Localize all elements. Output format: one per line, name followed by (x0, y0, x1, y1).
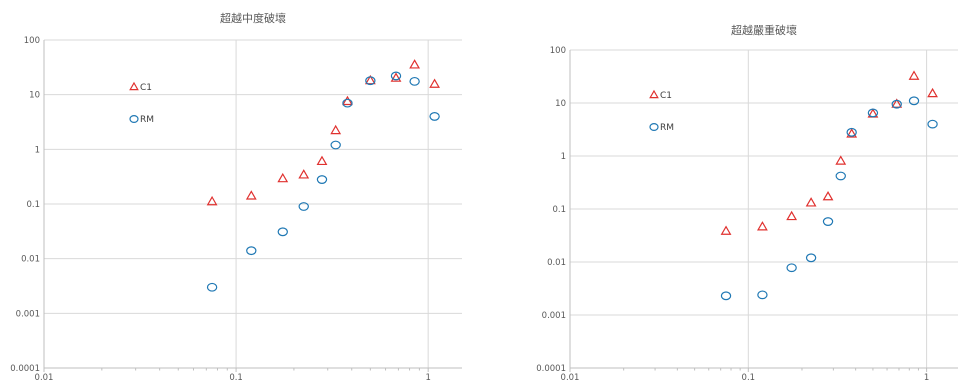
y-tick-label: 0.001 (16, 309, 40, 319)
point-rm (278, 228, 287, 236)
y-tick-label: 100 (24, 36, 40, 46)
point-c1 (430, 80, 439, 88)
y-tick-label: 0.1 (552, 205, 566, 215)
point-c1 (278, 174, 287, 182)
point-c1 (299, 170, 308, 178)
point-c1 (807, 198, 816, 206)
point-rm (721, 292, 730, 300)
y-tick-label: 1 (35, 145, 40, 155)
chart-title: 超越嚴重破壞 (731, 23, 797, 37)
point-c1 (247, 191, 256, 199)
y-tick-label: 1 (561, 152, 566, 162)
point-c1 (787, 212, 796, 220)
x-tick-label: 0.1 (229, 373, 243, 383)
x-tick-label: 1 (924, 373, 929, 383)
y-tick-label: 10 (555, 99, 566, 109)
point-c1 (758, 222, 767, 230)
legend-marker-c1 (650, 91, 658, 98)
point-rm (787, 264, 796, 272)
legend-label-rm: RM (660, 123, 674, 133)
point-c1 (928, 89, 937, 97)
y-tick-label: 0.001 (542, 311, 566, 321)
point-rm (317, 176, 326, 184)
y-tick-label: 0.1 (26, 200, 40, 210)
x-tick-label: 1 (425, 373, 430, 383)
legend-label-rm: RM (140, 115, 154, 125)
y-tick-label: 0.01 (547, 258, 566, 268)
x-tick-label: 0.01 (561, 373, 580, 383)
point-rm (410, 78, 419, 86)
y-tick-label: 0.01 (21, 255, 40, 265)
legend-marker-rm (650, 124, 658, 131)
point-rm (247, 247, 256, 255)
point-rm (806, 254, 815, 262)
point-rm (836, 172, 845, 180)
point-rm (928, 120, 937, 128)
legend-label-c1: C1 (660, 91, 672, 101)
point-c1 (410, 60, 419, 68)
legend-marker-rm (130, 116, 138, 123)
point-rm (430, 113, 439, 121)
point-c1 (836, 157, 845, 165)
chart-title: 超越中度破壞 (220, 11, 286, 25)
point-rm (758, 291, 767, 299)
point-rm (207, 283, 216, 291)
x-tick-label: 0.1 (742, 373, 756, 383)
point-c1 (331, 126, 340, 134)
legend-marker-c1 (130, 83, 138, 90)
y-tick-label: 100 (550, 46, 566, 56)
point-c1 (318, 157, 327, 165)
y-tick-label: 10 (29, 91, 40, 101)
point-c1 (722, 227, 731, 235)
point-c1 (910, 72, 919, 80)
point-rm (331, 141, 340, 149)
point-rm (823, 218, 832, 226)
legend-label-c1: C1 (140, 83, 152, 93)
x-tick-label: 0.01 (35, 373, 54, 383)
point-c1 (824, 192, 833, 200)
